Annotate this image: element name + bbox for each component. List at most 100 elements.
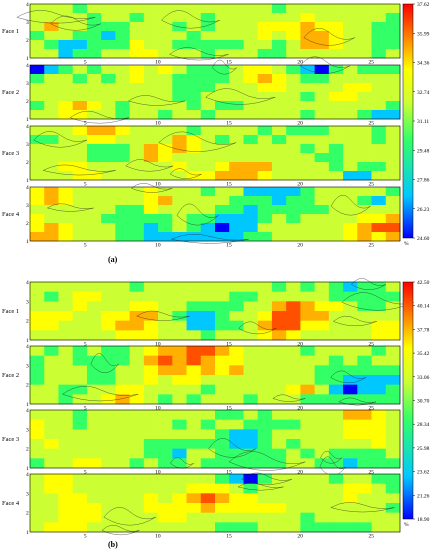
heat-cell: [243, 355, 259, 366]
heat-cell: [186, 384, 202, 395]
heat-cell: [200, 187, 216, 197]
heat-cell: [343, 355, 358, 366]
heat-cell: [115, 31, 131, 41]
heat-cell: [257, 223, 273, 233]
heat-cell: [257, 31, 273, 41]
heat-cell: [300, 282, 316, 293]
heat-cell: [257, 419, 273, 430]
heat-cell: [186, 301, 202, 312]
heat-cell: [101, 232, 116, 242]
heat-cell: [343, 153, 358, 163]
heat-cell: [343, 522, 358, 533]
heat-cell: [357, 162, 372, 172]
heat-cell: [243, 31, 259, 41]
heat-cell: [58, 282, 74, 293]
heat-cell: [300, 171, 316, 181]
heat-cell: [229, 365, 244, 376]
heat-cell: [115, 40, 131, 50]
heat-cell: [229, 171, 244, 181]
heat-cell: [200, 40, 216, 50]
heat-cell: [172, 429, 187, 440]
face-3-map: [29, 125, 401, 181]
heat-cell: [86, 205, 102, 215]
heat-cell: [129, 13, 145, 23]
heat-cell: [72, 291, 88, 302]
heat-cell: [215, 458, 230, 469]
heat-cell: [328, 375, 344, 386]
heat-cell: [72, 375, 88, 386]
heat-cell: [72, 101, 88, 111]
heat-cell: [129, 448, 145, 459]
heat-cell: [328, 320, 344, 331]
heat-cell: [186, 474, 202, 485]
heat-cell: [215, 483, 230, 494]
heat-cell: [30, 419, 45, 430]
heat-cell: [328, 282, 344, 293]
y-tick-label: 1: [26, 178, 29, 184]
heat-cell: [343, 419, 358, 430]
heat-cell: [86, 74, 102, 84]
heat-cell: [158, 346, 173, 357]
heat-cell: [58, 439, 74, 450]
heat-cell: [286, 291, 301, 302]
heat-cell: [143, 22, 159, 32]
heat-cell: [300, 74, 316, 84]
heat-cell: [86, 92, 102, 102]
heat-cell: [385, 187, 401, 197]
heat-cell: [357, 458, 372, 469]
face-frame: [29, 3, 401, 59]
heat-cell: [229, 196, 244, 206]
heat-cell: [86, 196, 102, 206]
heat-cell: [186, 101, 202, 111]
heat-cell: [200, 92, 216, 102]
heat-cell: [271, 311, 287, 322]
heat-cell: [86, 153, 102, 163]
heat-cell: [58, 223, 74, 233]
heat-cell: [200, 311, 216, 322]
heat-cell: [343, 346, 358, 357]
heat-cell: [243, 187, 259, 197]
heat-cell: [357, 429, 372, 440]
heat-cell: [243, 171, 259, 181]
heat-cell: [129, 429, 145, 440]
colorbar-tick-label: 27.86: [417, 178, 430, 184]
heat-cell: [385, 153, 401, 163]
heat-cell: [30, 126, 45, 136]
heat-cell: [343, 410, 358, 421]
heat-cell: [30, 493, 45, 504]
heat-cell: [343, 512, 358, 523]
heat-cell: [385, 205, 401, 215]
heat-cell: [200, 171, 216, 181]
heat-cell: [101, 162, 116, 172]
heat-cell: [257, 458, 273, 469]
heat-cell: [215, 31, 230, 41]
heat-cell: [257, 410, 273, 421]
heat-cell: [143, 330, 159, 341]
heat-cell: [314, 291, 330, 302]
face-frame: [29, 345, 401, 405]
colorbar: [402, 281, 414, 520]
heat-cell: [158, 196, 173, 206]
heat-cell: [286, 394, 301, 405]
face-4-map: [29, 472, 401, 536]
heat-cell: [115, 346, 131, 357]
heat-cell: [58, 512, 74, 523]
heat-cell: [72, 365, 88, 376]
heat-cell: [72, 355, 88, 366]
heat-cell: [158, 384, 173, 395]
heat-cell: [271, 126, 287, 136]
heat-cell: [215, 355, 230, 366]
heat-cell: [86, 375, 102, 386]
heat-cell: [186, 503, 202, 514]
heat-cell: [44, 144, 59, 154]
heat-cell: [286, 4, 301, 14]
heat-cell: [257, 162, 273, 172]
heat-cell: [30, 448, 45, 459]
heat-cell: [257, 74, 273, 84]
heat-cell: [300, 110, 316, 120]
heat-cell: [86, 320, 102, 331]
x-tick-label: 25: [369, 121, 375, 127]
heat-cell: [229, 282, 244, 293]
heat-cell: [115, 74, 131, 84]
